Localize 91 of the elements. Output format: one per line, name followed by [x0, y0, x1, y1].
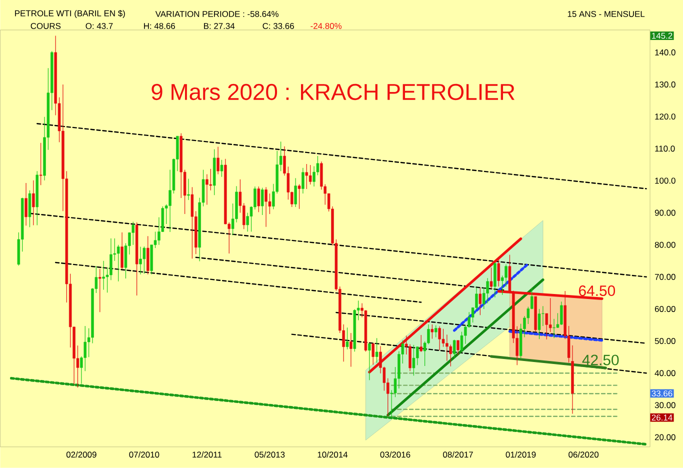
- candlestick: [545, 313, 548, 340]
- y-tick-label: 140.0: [655, 49, 676, 56]
- text: H: 48.66: [144, 23, 175, 30]
- x-tick-label: 03/2016: [380, 451, 410, 458]
- candlestick: [32, 180, 35, 226]
- candlestick: [302, 168, 304, 194]
- text: C: 33.66: [262, 23, 294, 30]
- candlestick: [560, 301, 563, 326]
- candlestick: [486, 278, 489, 304]
- x-tick-label: 07/2010: [129, 451, 160, 458]
- candlestick: [146, 236, 150, 275]
- candlestick: [490, 267, 493, 290]
- candlestick: [187, 178, 190, 200]
- candlestick: [98, 268, 102, 313]
- annotation: 145.2: [652, 32, 672, 39]
- y-tick-label: 120.0: [655, 114, 676, 120]
- series-label: 42.50: [582, 354, 619, 366]
- text: 15 ANS - MENSUEL: [568, 11, 645, 18]
- candlestick: [552, 318, 556, 339]
- y-tick-label: 40.00: [654, 370, 676, 376]
- candlestick: [350, 332, 352, 368]
- candlestick: [346, 327, 349, 350]
- series-label: 64.50: [579, 285, 616, 296]
- candlestick: [220, 160, 224, 178]
- y-tick-label: 100.0: [655, 178, 676, 184]
- candlestick: [504, 264, 508, 287]
- y-tick-label: 50.00: [654, 338, 676, 344]
- candlestick: [39, 142, 42, 186]
- y-tick-label: 90.00: [654, 210, 676, 216]
- candlestick: [542, 306, 544, 326]
- candlestick: [308, 164, 312, 185]
- candlestick: [28, 190, 32, 228]
- x-tick-label: 10/2014: [318, 451, 348, 458]
- y-tick-label: 60.00: [654, 306, 676, 312]
- candlestick: [216, 146, 220, 175]
- candlestick: [116, 244, 120, 282]
- y-tick-label: 110.0: [655, 146, 675, 152]
- x-tick-label: 02/2009: [66, 451, 96, 458]
- annotation: 9 Mars 2020 : KRACH PETROLIER: [152, 84, 514, 100]
- candlestick: [434, 325, 438, 338]
- candlestick: [408, 344, 412, 372]
- y-tick-label: 20.00: [654, 434, 676, 440]
- candlestick: [257, 186, 260, 212]
- candlestick: [294, 178, 297, 208]
- candlestick: [438, 326, 441, 351]
- candlestick: [298, 184, 301, 210]
- candlestick: [494, 262, 496, 298]
- text: COURS: [30, 23, 61, 30]
- candlestick: [260, 188, 264, 216]
- candlestick: [305, 164, 308, 190]
- candlestick: [430, 324, 434, 340]
- candlestick: [538, 308, 541, 340]
- candlestick: [139, 246, 142, 275]
- candlestick: [375, 338, 378, 364]
- candlestick: [142, 246, 146, 274]
- candlestick: [452, 340, 456, 358]
- candlestick: [132, 222, 134, 246]
- candlestick: [102, 260, 105, 290]
- y-tick-label: 70.00: [654, 274, 676, 280]
- annotation: 26.14: [652, 414, 672, 421]
- chart-title: PETROLE WTI (BARIL EN $): [15, 10, 125, 18]
- chart-subtitle: VARIATION PERIODE : -58.64%: [155, 11, 278, 18]
- text: B: 27.34: [204, 23, 235, 30]
- candlestick: [312, 166, 316, 187]
- x-tick-label: 06/2020: [568, 451, 599, 458]
- y-tick-label: 80.00: [654, 242, 676, 248]
- candlestick: [110, 238, 112, 280]
- candlestick: [368, 343, 371, 381]
- y-tick-label: 130.0: [655, 82, 676, 88]
- candlestick: [372, 343, 374, 366]
- candlestick: [120, 232, 124, 270]
- text: O: 43.7: [86, 23, 113, 30]
- y-tick-label: 30.00: [654, 402, 676, 408]
- candlestick: [446, 334, 448, 362]
- candlestick: [264, 186, 268, 228]
- candlestick: [416, 346, 419, 366]
- text: -24.80%: [310, 23, 342, 30]
- candlestick: [456, 340, 460, 356]
- candlestick: [24, 182, 28, 226]
- candlestick: [420, 334, 422, 352]
- x-tick-label: 05/2013: [254, 451, 285, 458]
- x-tick-label: 12/2011: [192, 451, 222, 458]
- candlestick: [497, 260, 500, 287]
- x-tick-label: 01/2019: [506, 451, 536, 458]
- candlestick: [478, 287, 482, 316]
- candlestick: [206, 174, 208, 206]
- candlestick: [412, 344, 416, 376]
- candlestick: [190, 186, 194, 259]
- candlestick: [320, 161, 323, 190]
- annotation: 33.66: [652, 390, 672, 396]
- x-tick-label: 08/2017: [443, 451, 473, 458]
